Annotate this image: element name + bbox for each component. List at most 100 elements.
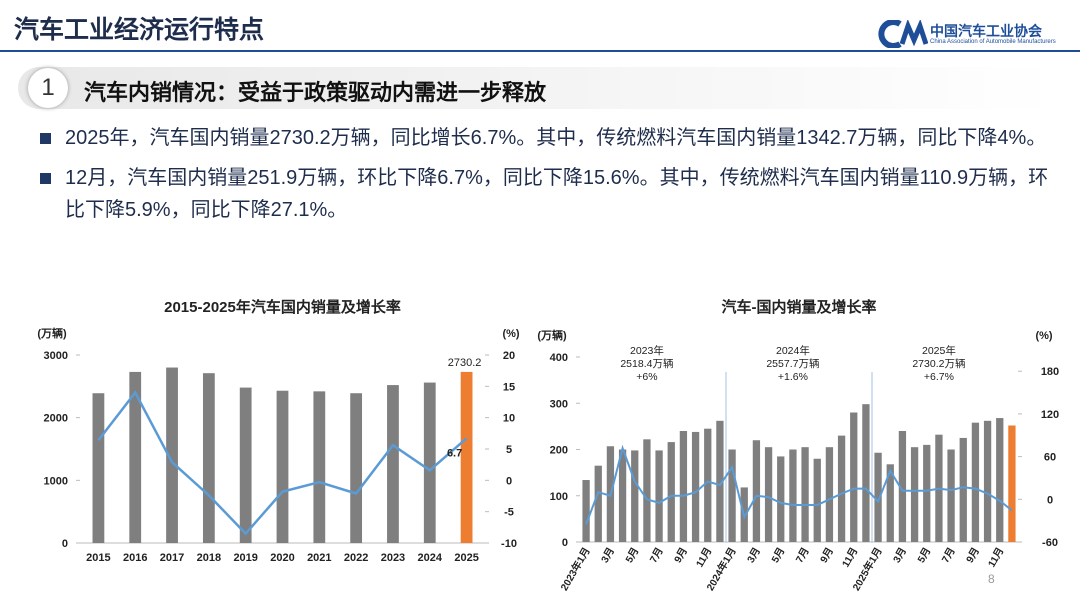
x-tick-label: 7月 xyxy=(940,546,958,565)
bar xyxy=(716,420,724,542)
bar xyxy=(166,367,178,543)
annotation: 2023年 xyxy=(630,344,664,357)
x-tick-label: 2024 xyxy=(418,552,443,564)
y2-tick-label: -5 xyxy=(504,507,514,519)
x-tick-label: 2025 xyxy=(454,552,478,564)
bar xyxy=(1008,425,1016,542)
y-axis-label: (万辆) xyxy=(37,326,67,340)
y2-axis-label: (%) xyxy=(502,328,519,340)
bar xyxy=(631,450,639,542)
line xyxy=(585,444,1013,525)
y2-tick-label: 120 xyxy=(1041,409,1059,421)
bar xyxy=(691,431,700,542)
data-label: 2730.2 xyxy=(448,357,482,369)
y2-tick-label: -60 xyxy=(1042,537,1058,549)
x-tick-label: 2015 xyxy=(86,552,110,564)
y-tick-label: 0 xyxy=(562,537,568,549)
y-tick-label: 200 xyxy=(550,445,568,457)
x-tick-label: 9月 xyxy=(818,546,836,565)
x-tick-label: 11月 xyxy=(840,546,861,570)
bar xyxy=(276,390,289,543)
bar xyxy=(850,412,858,542)
annotation: 2518.4万辆 xyxy=(620,357,673,370)
bar xyxy=(862,404,870,542)
annotation: +6.7% xyxy=(924,371,954,383)
section-bar xyxy=(18,67,1058,109)
x-tick-label: 2017 xyxy=(160,552,184,564)
y2-tick-label: 10 xyxy=(503,413,515,425)
bar xyxy=(777,456,785,542)
y-axis-label: (万辆) xyxy=(537,328,567,342)
x-tick-label: 2023 xyxy=(381,552,405,564)
y2-tick-label: 180 xyxy=(1041,366,1059,378)
bar xyxy=(460,371,473,543)
x-tick-label: 9月 xyxy=(964,546,982,565)
x-tick-label: 2021 xyxy=(307,552,331,564)
line xyxy=(97,390,468,536)
y2-tick-label: 5 xyxy=(506,444,512,456)
bar xyxy=(971,422,980,542)
chart-title: 汽车-国内销量及增长率 xyxy=(722,298,877,316)
y2-axis-label: (%) xyxy=(1035,330,1052,342)
bullet: 12月，汽车国内销量251.9万辆，环比下降6.7%，同比下降15.6%。其中，… xyxy=(40,162,1050,226)
x-tick-label: 2023年1月 xyxy=(558,545,593,593)
bar xyxy=(667,442,675,542)
org-name-en: China Association of Automobile Manufact… xyxy=(930,39,1056,45)
chart-title: 2015-2025年汽车国内销量及增长率 xyxy=(164,298,401,316)
x-tick-label: 3月 xyxy=(745,546,763,565)
x-tick-label: 5月 xyxy=(915,546,933,565)
x-tick-label: 2016 xyxy=(123,552,147,564)
bar xyxy=(752,440,761,542)
bar xyxy=(825,447,834,542)
bar xyxy=(813,458,821,542)
y2-tick-label: 15 xyxy=(503,381,515,393)
x-tick-label: 9月 xyxy=(672,546,690,565)
bar xyxy=(886,464,894,542)
bullet: 2025年，汽车国内销量2730.2万辆，同比增长6.7%。其中，传统燃料汽车国… xyxy=(40,122,1050,154)
x-tick-label: 2018 xyxy=(197,552,221,564)
annotation: 2557.7万辆 xyxy=(766,357,819,370)
x-tick-label: 5月 xyxy=(769,546,787,565)
bar xyxy=(728,449,736,542)
bar xyxy=(582,480,590,542)
annotation: 2730.2万辆 xyxy=(912,357,965,370)
bar xyxy=(959,437,967,542)
bar xyxy=(129,371,142,543)
y-tick-label: 3000 xyxy=(44,350,68,362)
y2-tick-label: 0 xyxy=(1047,494,1053,506)
y-tick-label: 2000 xyxy=(44,413,68,425)
x-tick-label: 3月 xyxy=(599,546,617,565)
x-tick-label: 2022 xyxy=(344,552,368,564)
bar xyxy=(837,435,846,542)
x-tick-label: 7月 xyxy=(794,546,812,565)
bar xyxy=(764,447,773,542)
bar xyxy=(923,444,931,542)
bar xyxy=(313,391,326,543)
bar xyxy=(789,449,797,542)
bar xyxy=(202,373,215,543)
annotation: +1.6% xyxy=(778,371,808,383)
bar xyxy=(801,447,809,542)
bar xyxy=(423,382,436,543)
bar xyxy=(350,393,363,543)
bar xyxy=(92,393,105,543)
y2-tick-label: 20 xyxy=(503,350,515,362)
bar xyxy=(947,449,955,542)
x-tick-label: 3月 xyxy=(891,546,909,565)
x-tick-label: 2019 xyxy=(233,552,257,564)
y-tick-label: 1000 xyxy=(44,475,68,487)
x-tick-label: 2020 xyxy=(270,552,294,564)
page-number: 8 xyxy=(988,572,995,586)
y-tick-label: 0 xyxy=(62,538,68,550)
bar xyxy=(618,449,627,542)
bar xyxy=(910,447,919,542)
y-tick-label: 400 xyxy=(550,352,568,364)
annotation: 2025年 xyxy=(922,344,956,357)
annotation: 2024年 xyxy=(776,344,810,357)
bar xyxy=(679,431,688,542)
bar xyxy=(996,418,1004,542)
logo-mark xyxy=(878,20,928,48)
bar xyxy=(704,428,712,542)
bar xyxy=(898,431,907,542)
